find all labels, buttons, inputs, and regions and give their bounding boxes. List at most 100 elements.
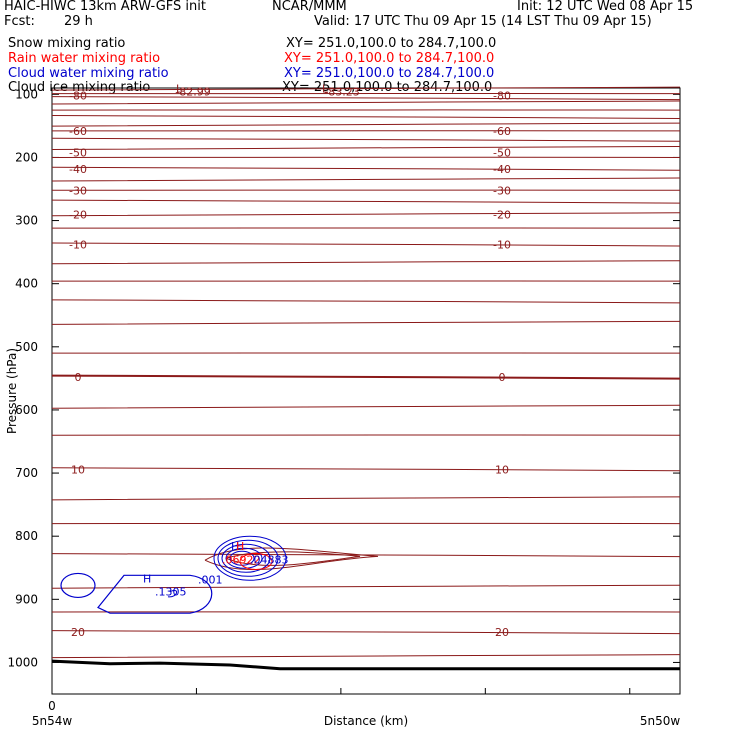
isotherm-line xyxy=(51,156,681,159)
isotherm-line xyxy=(51,145,681,150)
cloud-water-core-contour xyxy=(217,539,279,577)
isotherm-line xyxy=(51,96,681,101)
isotherm-label: -10 xyxy=(69,239,87,252)
y-tick-label: 600 xyxy=(15,403,38,417)
extremum-value: .1305 xyxy=(155,586,187,599)
legend-cloud-water-xy: XY= 251.0,100.0 to 284.7,100.0 xyxy=(284,66,495,81)
isotherm-line xyxy=(51,242,681,247)
isotherm-line xyxy=(51,630,681,635)
extremum-value: .06922 xyxy=(222,553,261,566)
isotherm-label: -50 xyxy=(69,146,87,159)
isotherm-line xyxy=(51,434,681,436)
isotherm-label-right: -40 xyxy=(493,163,511,176)
model-title: HAIC-HIWC 13km ARW-GFS init xyxy=(4,0,206,14)
y-tick-label: 900 xyxy=(15,592,38,606)
y-axis-label: Pressure (hPa) xyxy=(5,348,19,434)
legend-cloud-water-name: Cloud water mixing ratio xyxy=(8,66,169,81)
legend-rain-name: Rain water mixing ratio xyxy=(8,51,161,66)
isotherm-line xyxy=(51,199,681,204)
extremum-marker: L xyxy=(176,82,183,95)
isotherm-label-right: -20 xyxy=(493,208,511,221)
y-tick-label: 800 xyxy=(15,529,38,543)
legend-snow-name: Snow mixing ratio xyxy=(8,36,126,51)
extremum-marker: L xyxy=(322,82,329,95)
isotherm-line xyxy=(51,467,681,472)
forecast-label: Fcst: xyxy=(4,14,35,29)
isotherm-label-right: -30 xyxy=(493,184,511,197)
temperature-tongue-inner xyxy=(225,551,361,566)
x-tick-label: 0 xyxy=(48,699,56,713)
isotherm-label-right: -80 xyxy=(493,90,511,103)
isotherm-label-right: -10 xyxy=(493,239,511,252)
y-tick-label: 100 xyxy=(15,87,38,101)
isotherm-label: -40 xyxy=(69,163,87,176)
isotherm-label-right: 10 xyxy=(495,463,509,476)
valid-time: Valid: 17 UTC Thu 09 Apr 15 (14 LST Thu … xyxy=(314,14,652,29)
isotherm-line xyxy=(51,654,681,659)
surface-line xyxy=(51,659,680,671)
isotherm-line xyxy=(51,137,681,142)
isotherm-line xyxy=(51,177,681,182)
y-tick-label: 500 xyxy=(15,340,38,354)
isotherm-line xyxy=(51,404,681,409)
x-axis-label: Distance (km) xyxy=(324,714,408,728)
isotherm-line xyxy=(51,166,681,171)
rain-water-contour xyxy=(239,552,273,570)
isotherm-line xyxy=(51,280,681,282)
org-label: NCAR/MMM xyxy=(272,0,347,14)
init-time: Init: 12 UTC Wed 08 Apr 15 xyxy=(517,0,694,14)
cloud-water-contour xyxy=(167,590,177,598)
y-tick-label: 300 xyxy=(15,214,38,228)
extremum-value: -82.99 xyxy=(175,86,210,99)
isotherm-label: 10 xyxy=(71,463,85,476)
cloud-water-core-contour xyxy=(213,535,287,581)
y-tick-label: 200 xyxy=(15,150,38,164)
legend-snow-xy: XY= 251.0,100.0 to 284.7,100.0 xyxy=(286,36,497,51)
isotherm-line xyxy=(51,109,681,111)
isotherm-line xyxy=(51,115,681,120)
plot-frame xyxy=(51,87,681,695)
isotherm-label: -60 xyxy=(69,125,87,138)
isotherm-line xyxy=(51,212,681,217)
x-end-label-right: 5n50w xyxy=(640,714,681,728)
isotherm-label-right: -50 xyxy=(493,146,511,159)
isotherm-line xyxy=(51,374,681,380)
y-tick-label: 1000 xyxy=(7,655,38,669)
extremum-marker: H xyxy=(143,572,151,585)
isotherm-line xyxy=(51,352,681,354)
isotherm-label: -20 xyxy=(69,208,87,221)
cloud-water-contour xyxy=(97,574,213,614)
isotherm-line xyxy=(51,299,681,304)
isotherm-line xyxy=(51,189,681,192)
isotherm-label: -30 xyxy=(69,184,87,197)
extremum-value: .04883 xyxy=(250,553,289,566)
isotherm-line xyxy=(51,320,681,325)
isotherm-line xyxy=(51,227,681,229)
cloud-water-core-contour xyxy=(221,543,271,573)
isotherm-line xyxy=(51,100,681,105)
extremum-marker: H xyxy=(236,540,244,553)
isotherm-line xyxy=(51,92,681,95)
extremum-value: -83.23 xyxy=(324,86,359,99)
isotherm-line xyxy=(51,584,681,589)
isotherm-line xyxy=(51,522,681,525)
isotherm-line xyxy=(51,260,681,265)
legend-rain-xy: XY= 251.0,100.0 to 284.7,100.0 xyxy=(284,51,495,66)
forecast-hours: 29 h xyxy=(64,14,93,29)
y-tick-label: 400 xyxy=(15,277,38,291)
extremum-marker: H xyxy=(231,540,239,553)
isotherm-line xyxy=(51,122,681,127)
isotherm-line xyxy=(51,86,681,91)
cloud-water-contour xyxy=(60,572,96,599)
isotherm-label: -80 xyxy=(69,90,87,103)
extremum-value: .001 xyxy=(198,574,223,587)
x-end-label-left: 5n54w xyxy=(32,714,73,728)
isotherm-line xyxy=(51,496,681,501)
isotherm-line xyxy=(51,130,681,132)
isotherm-label: 0 xyxy=(75,371,82,384)
isotherm-line xyxy=(51,611,681,613)
y-tick-label: 700 xyxy=(15,466,38,480)
isotherm-label-right: 20 xyxy=(495,626,509,639)
